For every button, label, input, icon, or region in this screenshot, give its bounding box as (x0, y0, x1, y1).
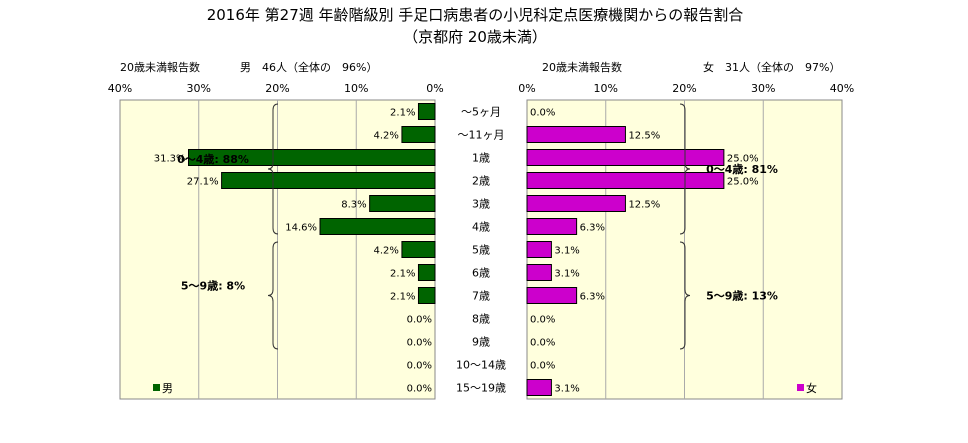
male-header-right: 男 46人（全体の 96%） (240, 60, 377, 74)
female-value-label: 3.1% (554, 384, 579, 395)
female-bar (526, 241, 552, 258)
category-label: 10～14歳 (456, 359, 506, 372)
male-bar (369, 195, 436, 212)
male-legend-swatch (153, 384, 160, 391)
male-value-label: 0.0% (407, 361, 432, 372)
category-label: 8歳 (472, 313, 490, 326)
male-value-label: 2.1% (390, 269, 415, 280)
female-group-brace (679, 241, 691, 350)
female-value-label: 6.3% (580, 292, 605, 303)
male-group-brace (267, 103, 279, 235)
male-bar (401, 241, 436, 258)
category-label: ～11ヶ月 (458, 129, 505, 142)
male-axis-tick-label: 10% (344, 82, 368, 95)
male-bar (417, 264, 436, 281)
category-label: 3歳 (472, 198, 490, 211)
female-value-label: 25.0% (727, 177, 759, 188)
male-axis-tick-label: 0% (426, 82, 443, 95)
female-bar (526, 218, 578, 235)
female-axis-tick-label: 40% (830, 82, 854, 95)
male-legend-label: 男 (162, 382, 173, 395)
female-bar (526, 195, 626, 212)
male-axis-tick-label: 20% (265, 82, 289, 95)
male-axis-tick-label: 40% (108, 82, 132, 95)
chart-subtitle: （京都府 20歳未満） (403, 28, 547, 46)
male-bar (401, 126, 436, 143)
female-group-label: 0～4歳: 81% (706, 162, 778, 176)
male-value-label: 4.2% (374, 131, 399, 142)
female-legend-swatch (797, 384, 804, 391)
female-bar (526, 379, 552, 396)
male-value-label: 0.0% (407, 384, 432, 395)
female-axis-tick-label: 0% (518, 82, 535, 95)
male-axis-tick-label: 30% (187, 82, 211, 95)
male-bar (319, 218, 436, 235)
female-bar (526, 264, 552, 281)
female-bar (526, 287, 578, 304)
male-bar (417, 287, 436, 304)
category-label: ～5ヶ月 (461, 106, 501, 119)
male-value-label: 8.3% (341, 200, 366, 211)
male-value-label: 2.1% (390, 108, 415, 119)
plot-area: 40% 30% 20% 10% 0% 0% 10% 20% 30% 40% ～5ヶ月 ～11ヶ月 1歳 2… (108, 82, 854, 400)
female-bar (526, 149, 725, 166)
male-value-label: 14.6% (285, 223, 317, 234)
female-value-label: 25.0% (727, 154, 759, 165)
male-value-label: 0.0% (407, 338, 432, 349)
category-label: 15～19歳 (456, 382, 506, 395)
male-group-label: 5～9歳: 8% (181, 279, 245, 293)
female-bar (526, 126, 626, 143)
male-bar (417, 103, 436, 120)
female-value-label: 0.0% (530, 315, 555, 326)
female-header-left: 20歳未満報告数 (542, 61, 622, 74)
female-value-label: 0.0% (530, 338, 555, 349)
male-value-label: 31.3% (154, 154, 186, 165)
category-label: 4歳 (472, 221, 490, 234)
male-value-label: 27.1% (187, 177, 219, 188)
male-header-left: 20歳未満報告数 (120, 61, 200, 74)
female-value-label: 3.1% (554, 269, 579, 280)
female-value-label: 0.0% (530, 361, 555, 372)
female-header-right: 女 31人（全体の 97%） (703, 60, 840, 74)
female-axis-tick-label: 10% (594, 82, 618, 95)
chart-title: 2016年 第27週 年齢階級別 手足口病患者の小児科定点医療機関からの報告割合 (207, 6, 744, 24)
female-axis-tick-label: 30% (751, 82, 775, 95)
male-bar (221, 172, 436, 189)
female-value-label: 12.5% (628, 200, 660, 211)
male-group-label: 0～4歳: 88% (177, 152, 249, 166)
category-label: 2歳 (472, 175, 490, 188)
female-bar (526, 172, 725, 189)
female-value-label: 6.3% (580, 223, 605, 234)
category-label: 1歳 (472, 152, 490, 165)
male-bar (188, 149, 436, 166)
male-group-brace (267, 241, 279, 350)
female-legend-label: 女 (806, 381, 817, 395)
category-label: 9歳 (472, 336, 490, 349)
category-label: 5歳 (472, 244, 490, 257)
female-value-label: 0.0% (530, 108, 555, 119)
male-value-label: 4.2% (374, 246, 399, 257)
female-group-label: 5～9歳: 13% (706, 289, 778, 303)
female-value-label: 3.1% (554, 246, 579, 257)
male-value-label: 0.0% (407, 315, 432, 326)
female-axis-tick-label: 20% (672, 82, 696, 95)
male-value-label: 2.1% (390, 292, 415, 303)
category-label: 6歳 (472, 267, 490, 280)
category-label: 7歳 (472, 290, 490, 303)
female-value-label: 12.5% (628, 131, 660, 142)
female-group-brace (679, 103, 691, 235)
